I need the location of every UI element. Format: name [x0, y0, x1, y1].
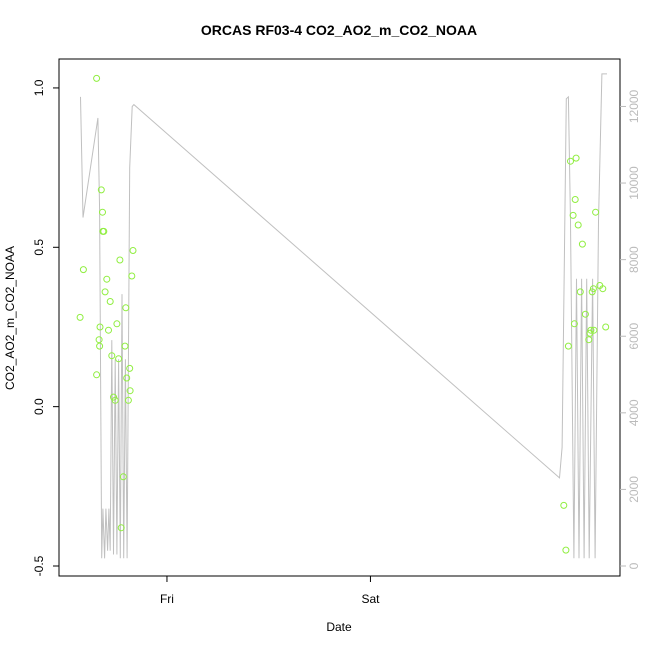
- x-axis-label: Date: [326, 620, 352, 634]
- right-tick-label: 12000: [627, 89, 641, 123]
- data-point: [79, 266, 87, 274]
- data-point: [116, 256, 124, 264]
- right-tick-label: 2000: [627, 476, 641, 503]
- data-point: [571, 196, 579, 203]
- data-point: [93, 74, 101, 82]
- right-axis-series-line: [80, 73, 607, 559]
- data-point: [101, 288, 109, 296]
- data-point: [76, 313, 84, 321]
- y-axis-label: CO2_AO2_m_CO2_NOAA: [3, 246, 17, 390]
- y-tick-label: 0.0: [32, 398, 46, 415]
- data-point: [115, 355, 123, 363]
- data-point: [100, 227, 108, 235]
- y-tick-label: 0.5: [32, 239, 46, 256]
- chart-title: ORCAS RF03-4 CO2_AO2_m_CO2_NOAA: [201, 22, 477, 38]
- data-point: [589, 285, 597, 293]
- data-point: [96, 323, 104, 331]
- y-axis: -0.5 0.0 0.5 1.0: [32, 79, 59, 576]
- data-point: [122, 304, 130, 312]
- data-point: [572, 154, 580, 162]
- data-point: [121, 342, 129, 350]
- data-point: [93, 371, 101, 379]
- data-point: [569, 211, 577, 219]
- data-point: [560, 501, 568, 509]
- x-tick-label: Sat: [361, 592, 380, 606]
- x-axis: Fri Sat: [160, 576, 380, 606]
- right-tick-label: 8000: [627, 246, 641, 273]
- series-line: [80, 73, 607, 559]
- data-point: [106, 298, 114, 305]
- data-point: [119, 473, 127, 481]
- data-point: [111, 396, 119, 404]
- data-point: [562, 546, 570, 554]
- data-point: [95, 336, 103, 344]
- data-point: [588, 288, 596, 296]
- data-point: [578, 240, 586, 248]
- data-point: [123, 374, 131, 382]
- plot-area: [58, 58, 621, 577]
- data-point: [602, 323, 610, 331]
- data-point: [103, 275, 111, 283]
- data-points: [76, 74, 610, 554]
- data-point: [574, 221, 582, 229]
- data-point: [581, 310, 589, 318]
- data-point: [129, 247, 137, 254]
- data-point: [590, 326, 598, 334]
- y-tick-label: -0.5: [32, 555, 46, 576]
- data-point: [570, 320, 578, 328]
- right-tick-label: 0: [627, 562, 641, 569]
- data-point: [585, 336, 593, 344]
- data-point: [576, 288, 584, 296]
- data-point: [567, 157, 574, 165]
- data-point: [108, 352, 116, 360]
- data-point: [97, 186, 105, 194]
- data-point: [124, 396, 132, 404]
- data-point: [126, 364, 134, 372]
- data-point: [587, 326, 595, 334]
- data-point: [99, 208, 106, 216]
- right-tick-label: 10000: [627, 166, 641, 200]
- data-point: [599, 285, 607, 293]
- data-point: [96, 342, 104, 350]
- y-tick-label: 1.0: [32, 79, 46, 96]
- data-point: [117, 524, 125, 532]
- data-point: [592, 208, 600, 216]
- data-point: [105, 326, 112, 334]
- data-point: [128, 272, 136, 280]
- right-tick-label: 6000: [627, 323, 641, 350]
- data-point: [564, 342, 572, 350]
- data-point: [126, 387, 134, 395]
- right-y-axis: 0 2000 4000 6000 8000 10000 12000: [620, 89, 641, 569]
- data-point: [113, 320, 121, 328]
- right-tick-label: 4000: [627, 399, 641, 426]
- x-tick-label: Fri: [160, 592, 174, 606]
